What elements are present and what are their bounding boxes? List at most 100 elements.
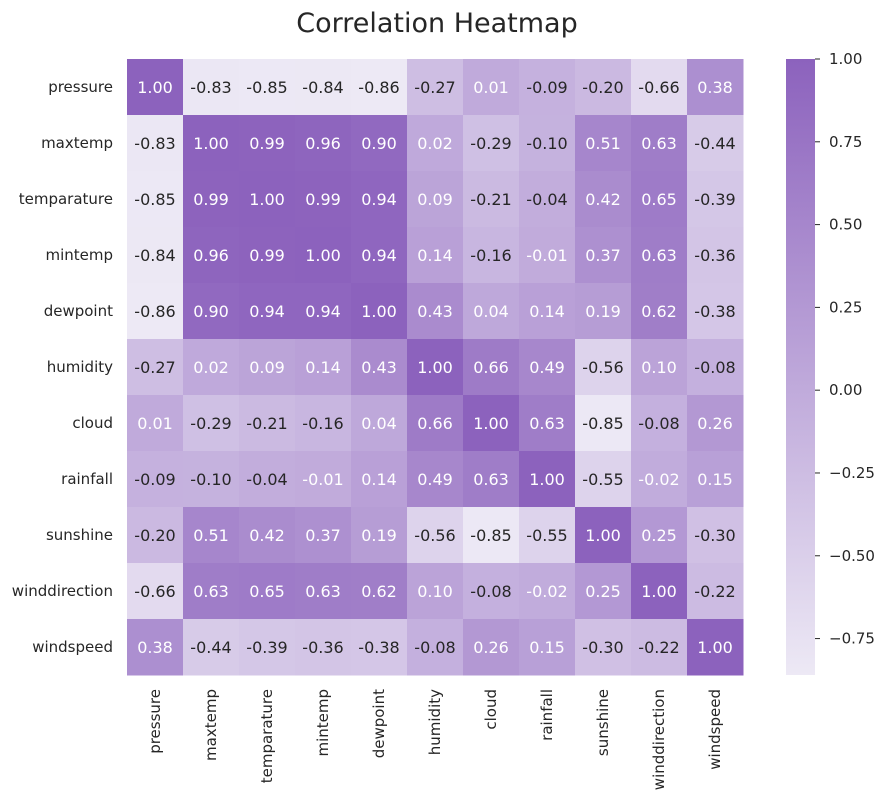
heatmap-cell-value: 1.00 bbox=[249, 190, 285, 209]
heatmap-cell-value: -0.04 bbox=[526, 190, 567, 209]
heatmap-cell bbox=[631, 395, 688, 452]
colorbar-tick-label: −0.75 bbox=[829, 630, 875, 648]
heatmap-cell-value: 0.94 bbox=[361, 190, 397, 209]
heatmap-cell bbox=[239, 563, 296, 620]
heatmap-cell bbox=[239, 59, 296, 116]
heatmap-cell bbox=[631, 227, 688, 284]
heatmap-cell-value: 0.37 bbox=[305, 526, 341, 545]
row-label: sunshine bbox=[46, 526, 113, 544]
row-label: temparature bbox=[19, 190, 113, 208]
heatmap-cell-value: 0.63 bbox=[305, 582, 341, 601]
heatmap-cell-value: -0.85 bbox=[246, 78, 287, 97]
heatmap-cell bbox=[183, 115, 240, 172]
heatmap-cell-value: 0.15 bbox=[529, 638, 565, 657]
heatmap-cell bbox=[519, 451, 576, 508]
heatmap-cell bbox=[127, 507, 184, 564]
heatmap-cell-value: 1.00 bbox=[697, 638, 733, 657]
heatmap-cell bbox=[295, 395, 352, 452]
heatmap-cell-value: -0.38 bbox=[358, 638, 399, 657]
heatmap-cell bbox=[183, 395, 240, 452]
heatmap-cell-value: 0.65 bbox=[249, 582, 285, 601]
heatmap-cell-value: -0.44 bbox=[694, 134, 735, 153]
heatmap-cell-value: -0.22 bbox=[694, 582, 735, 601]
column-label: sunshine bbox=[594, 689, 612, 756]
heatmap-cell-value: 0.14 bbox=[417, 246, 453, 265]
heatmap-cell-value: 0.26 bbox=[697, 414, 733, 433]
heatmap-cell-value: 0.15 bbox=[697, 470, 733, 489]
heatmap-cell bbox=[631, 507, 688, 564]
heatmap-cell bbox=[239, 171, 296, 228]
heatmap-cell bbox=[575, 59, 632, 116]
heatmap-cell bbox=[407, 115, 464, 172]
heatmap-cell-value: 0.04 bbox=[361, 414, 397, 433]
heatmap-cell-value: 0.63 bbox=[193, 582, 229, 601]
heatmap-cell bbox=[631, 563, 688, 620]
heatmap-cell-value: 0.02 bbox=[193, 358, 229, 377]
heatmap-cell bbox=[351, 227, 408, 284]
heatmap-cell bbox=[575, 227, 632, 284]
heatmap-cell-value: -0.56 bbox=[414, 526, 455, 545]
heatmap-cell bbox=[239, 283, 296, 340]
heatmap-cell bbox=[463, 507, 520, 564]
heatmap-cell bbox=[183, 451, 240, 508]
heatmap-cell bbox=[239, 451, 296, 508]
chart-title: Correlation Heatmap bbox=[296, 8, 578, 39]
heatmap-cell-value: 0.38 bbox=[137, 638, 173, 657]
heatmap-cell bbox=[127, 619, 184, 676]
heatmap-cell-value: -0.66 bbox=[638, 78, 679, 97]
heatmap-cell bbox=[519, 619, 576, 676]
colorbar-tick-label: 0.00 bbox=[829, 381, 862, 399]
heatmap-cell bbox=[183, 283, 240, 340]
heatmap-cell bbox=[575, 395, 632, 452]
heatmap-cell bbox=[687, 395, 744, 452]
heatmap-cell bbox=[631, 451, 688, 508]
heatmap-cell-value: 0.94 bbox=[361, 246, 397, 265]
heatmap-cell bbox=[519, 563, 576, 620]
heatmap-cell-value: 0.94 bbox=[305, 302, 341, 321]
heatmap-cell-value: 0.99 bbox=[305, 190, 341, 209]
heatmap-cell bbox=[127, 339, 184, 396]
heatmap-cell-value: -0.83 bbox=[134, 134, 175, 153]
heatmap-cell bbox=[687, 451, 744, 508]
heatmap-cell bbox=[127, 451, 184, 508]
heatmap-cell-value: 0.99 bbox=[249, 246, 285, 265]
heatmap-cell bbox=[575, 339, 632, 396]
colorbar bbox=[786, 59, 815, 675]
heatmap-cell-value: 0.25 bbox=[585, 582, 621, 601]
row-label: mintemp bbox=[45, 246, 113, 264]
heatmap-cell-value: 0.63 bbox=[473, 470, 509, 489]
heatmap-cell-value: -0.02 bbox=[638, 470, 679, 489]
heatmap-cell bbox=[631, 619, 688, 676]
heatmap-cell-value: -0.30 bbox=[694, 526, 735, 545]
heatmap-cell bbox=[295, 507, 352, 564]
heatmap-cell bbox=[575, 115, 632, 172]
heatmap-cell bbox=[127, 171, 184, 228]
row-label: winddirection bbox=[12, 582, 113, 600]
heatmap-cell bbox=[183, 339, 240, 396]
heatmap-cell bbox=[575, 507, 632, 564]
heatmap-cell-value: -0.85 bbox=[134, 190, 175, 209]
heatmap-cell-value: 0.90 bbox=[193, 302, 229, 321]
heatmap-cell-value: 1.00 bbox=[305, 246, 341, 265]
heatmap-cell bbox=[687, 507, 744, 564]
column-labels: pressure maxtemp temparature mintemp dewpoin… bbox=[146, 689, 724, 790]
heatmap-cell-value: -0.85 bbox=[582, 414, 623, 433]
heatmap-cell bbox=[631, 115, 688, 172]
heatmap-cell-value: -0.04 bbox=[246, 470, 287, 489]
heatmap-cell-value: -0.29 bbox=[470, 134, 511, 153]
heatmap-cell bbox=[183, 227, 240, 284]
heatmap-cell-value: -0.20 bbox=[134, 526, 175, 545]
heatmap-cell bbox=[239, 507, 296, 564]
heatmap-cell-value: 0.96 bbox=[305, 134, 341, 153]
heatmap-cell bbox=[351, 451, 408, 508]
heatmap-cell-value: 0.62 bbox=[361, 582, 397, 601]
heatmap-cell-value: 0.09 bbox=[249, 358, 285, 377]
heatmap-cell-value: -0.56 bbox=[582, 358, 623, 377]
heatmap-cell-value: -0.36 bbox=[302, 638, 343, 657]
heatmap-cell bbox=[407, 227, 464, 284]
heatmap-cell-value: -0.30 bbox=[582, 638, 623, 657]
heatmap-cell bbox=[575, 451, 632, 508]
heatmap-cell bbox=[407, 563, 464, 620]
heatmap-cell bbox=[239, 227, 296, 284]
heatmap-cell bbox=[407, 59, 464, 116]
